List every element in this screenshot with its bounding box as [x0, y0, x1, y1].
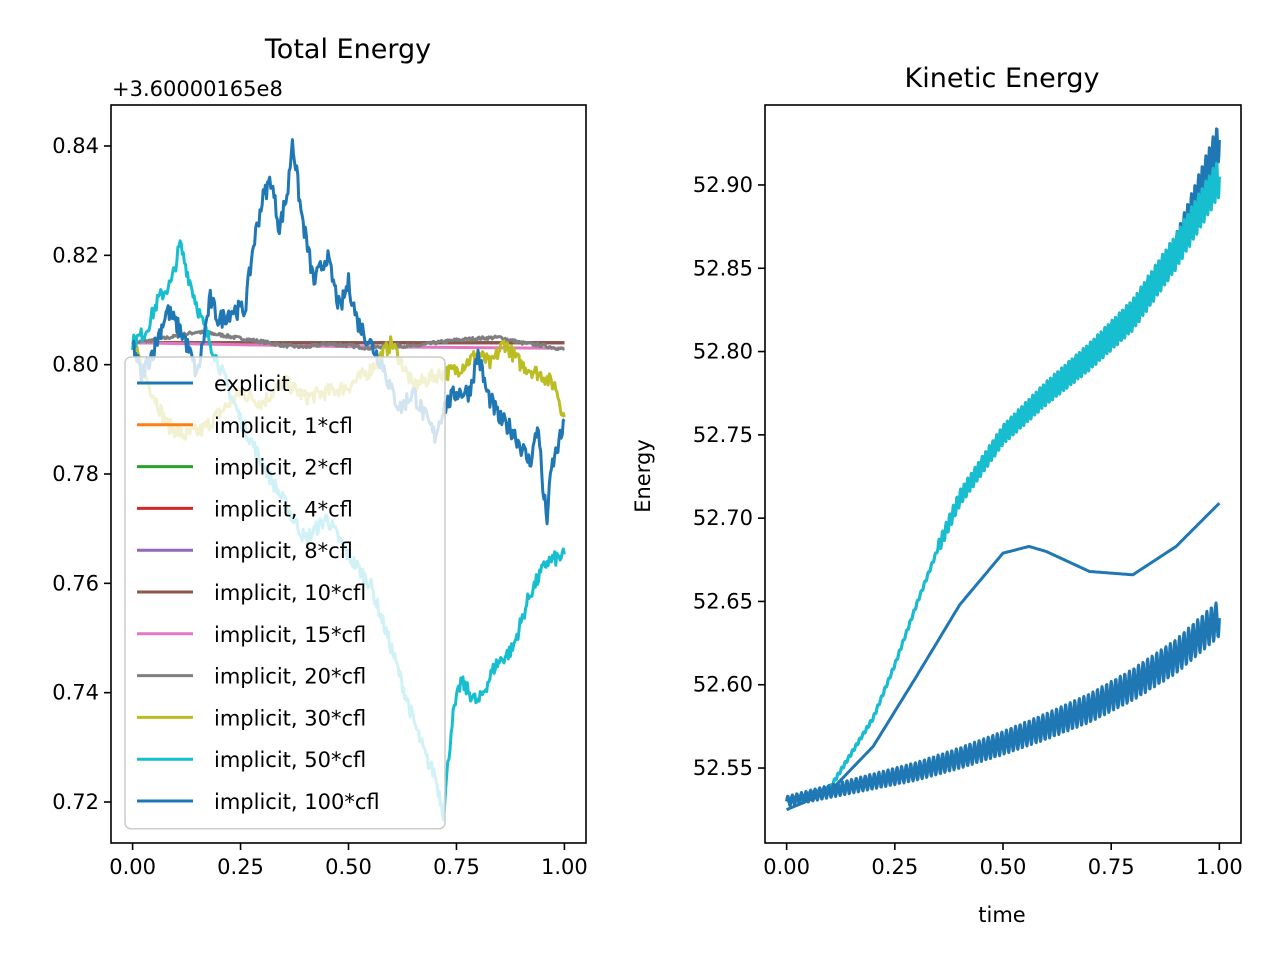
legend-label: implicit, 2*cfl	[214, 456, 353, 480]
series-line-implicit-15-cfl	[132, 341, 565, 350]
y-tick-label: 0.80	[52, 353, 99, 377]
legend-label: implicit, 100*cfl	[214, 790, 380, 814]
total-energy-axes: Total Energy +3.60000165e8 0.00 0.25 0.50 0…	[52, 34, 588, 879]
y-tick-label: 52.60	[693, 673, 753, 697]
legend-label: implicit, 30*cfl	[214, 706, 366, 730]
kinetic-energy-ticks: 0.00 0.25 0.50 0.75 1.00 52.55 52.60 52.65 52.70…	[693, 173, 1243, 879]
legend-entry-implicit-4-cfl: implicit, 4*cfl	[137, 497, 353, 521]
legend-label: implicit, 15*cfl	[214, 623, 366, 647]
legend-label: implicit, 4*cfl	[214, 497, 353, 521]
legend-label: implicit, 1*cfl	[214, 414, 353, 438]
legend-entry-implicit-15-cfl: implicit, 15*cfl	[137, 623, 366, 647]
legend-label: implicit, 50*cfl	[214, 748, 366, 772]
total-energy-ticks: 0.00 0.25 0.50 0.75 1.00 0.72 0.74 0.76 0.78 0.80…	[52, 134, 588, 879]
y-tick-label: 0.74	[52, 681, 99, 705]
legend-entry-implicit-20-cfl: implicit, 20*cfl	[137, 665, 366, 689]
legend-entry-implicit-1-cfl: implicit, 1*cfl	[137, 414, 353, 438]
y-offset-text: +3.60000165e8	[112, 77, 283, 101]
series-group	[785, 127, 1221, 812]
legend-label: explicit	[214, 372, 290, 396]
y-tick-label: 0.78	[52, 462, 99, 486]
series-line-unlabeled-3	[785, 601, 1221, 808]
legend-entry-explicit: explicit	[137, 372, 290, 396]
y-tick-label: 0.82	[52, 243, 99, 267]
x-tick-label: 0.75	[433, 855, 480, 879]
series-line-implicit-100-cfl	[132, 138, 566, 526]
series-line-implicit-50-cfl	[785, 161, 1221, 804]
y-tick-label: 52.85	[693, 256, 753, 280]
y-tick-label: 52.75	[693, 423, 753, 447]
total-energy-title: Total Energy	[264, 34, 431, 65]
y-tick-label: 0.84	[52, 134, 99, 158]
y-tick-label: 52.65	[693, 589, 753, 613]
series-line-explicit	[785, 127, 1221, 804]
legend-entry-implicit-100-cfl: implicit, 100*cfl	[137, 790, 380, 814]
legend-entry-implicit-30-cfl: implicit, 30*cfl	[137, 706, 366, 730]
x-tick-label: 0.00	[109, 855, 156, 879]
x-tick-label: 0.25	[217, 855, 264, 879]
x-tick-label: 1.00	[541, 855, 588, 879]
y-tick-label: 52.80	[693, 340, 753, 364]
y-tick-label: 52.70	[693, 506, 753, 530]
legend-entry-implicit-50-cfl: implicit, 50*cfl	[137, 748, 366, 772]
x-axis-label: time	[978, 903, 1025, 927]
legend-label: implicit, 10*cfl	[214, 581, 366, 605]
y-tick-label: 52.55	[693, 756, 753, 780]
x-tick-label: 0.75	[1088, 855, 1135, 879]
x-tick-label: 0.50	[980, 855, 1027, 879]
y-tick-label: 0.76	[52, 571, 99, 595]
legend-label: implicit, 20*cfl	[214, 665, 366, 689]
legend-label: implicit, 8*cfl	[214, 539, 353, 563]
legend: explicit implicit, 1*cfl implicit, 2*cfl im…	[124, 356, 446, 830]
kinetic-energy-plot-area	[764, 104, 1242, 844]
kinetic-energy-title: Kinetic Energy	[905, 63, 1100, 94]
legend-entry-implicit-8-cfl: implicit, 8*cfl	[137, 539, 353, 563]
legend-box	[124, 356, 446, 830]
y-axis-label: Energy	[631, 439, 655, 513]
legend-entry-implicit-10-cfl: implicit, 10*cfl	[137, 581, 366, 605]
y-tick-label: 0.72	[52, 790, 99, 814]
kinetic-energy-axes: Kinetic Energy time Energy 0.00 0.25 0.50 0…	[631, 63, 1243, 927]
legend-entry-implicit-2-cfl: implicit, 2*cfl	[137, 456, 353, 480]
x-tick-label: 0.25	[871, 855, 918, 879]
y-tick-label: 52.90	[693, 173, 753, 197]
x-tick-label: 0.50	[325, 855, 372, 879]
series-line-implicit-100-cfl	[786, 502, 1221, 812]
x-tick-label: 0.00	[763, 855, 810, 879]
x-tick-label: 1.00	[1196, 855, 1243, 879]
